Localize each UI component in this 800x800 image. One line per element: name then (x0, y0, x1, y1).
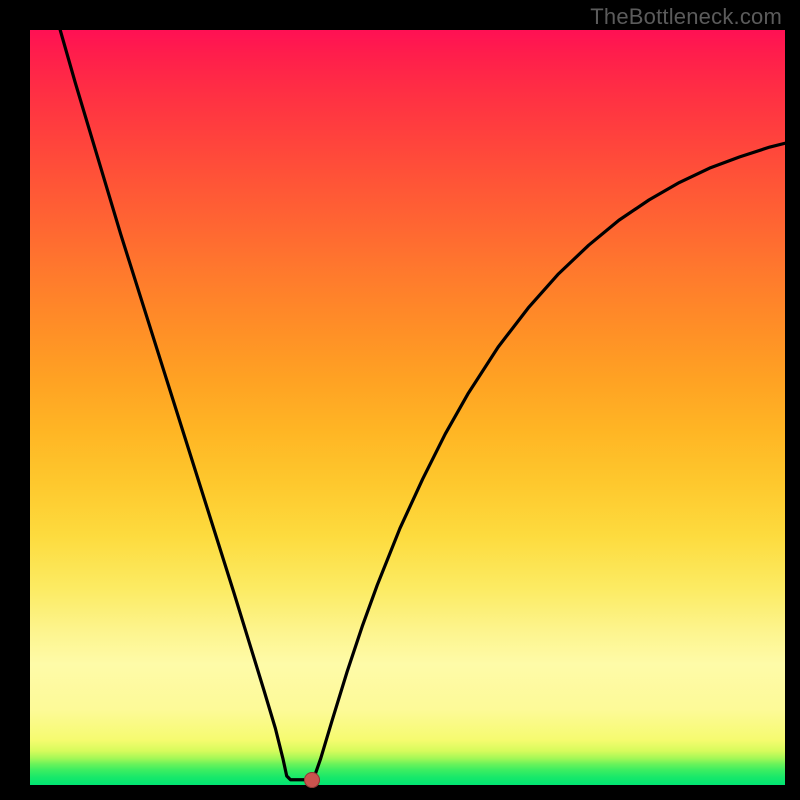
optimal-point-marker (304, 772, 320, 788)
bottleneck-curve (60, 30, 785, 780)
curve-layer (30, 30, 785, 785)
watermark-text: TheBottleneck.com (590, 4, 782, 30)
plot-area (30, 30, 785, 785)
chart-root: { "watermark": { "text": "TheBottleneck.… (0, 0, 800, 800)
